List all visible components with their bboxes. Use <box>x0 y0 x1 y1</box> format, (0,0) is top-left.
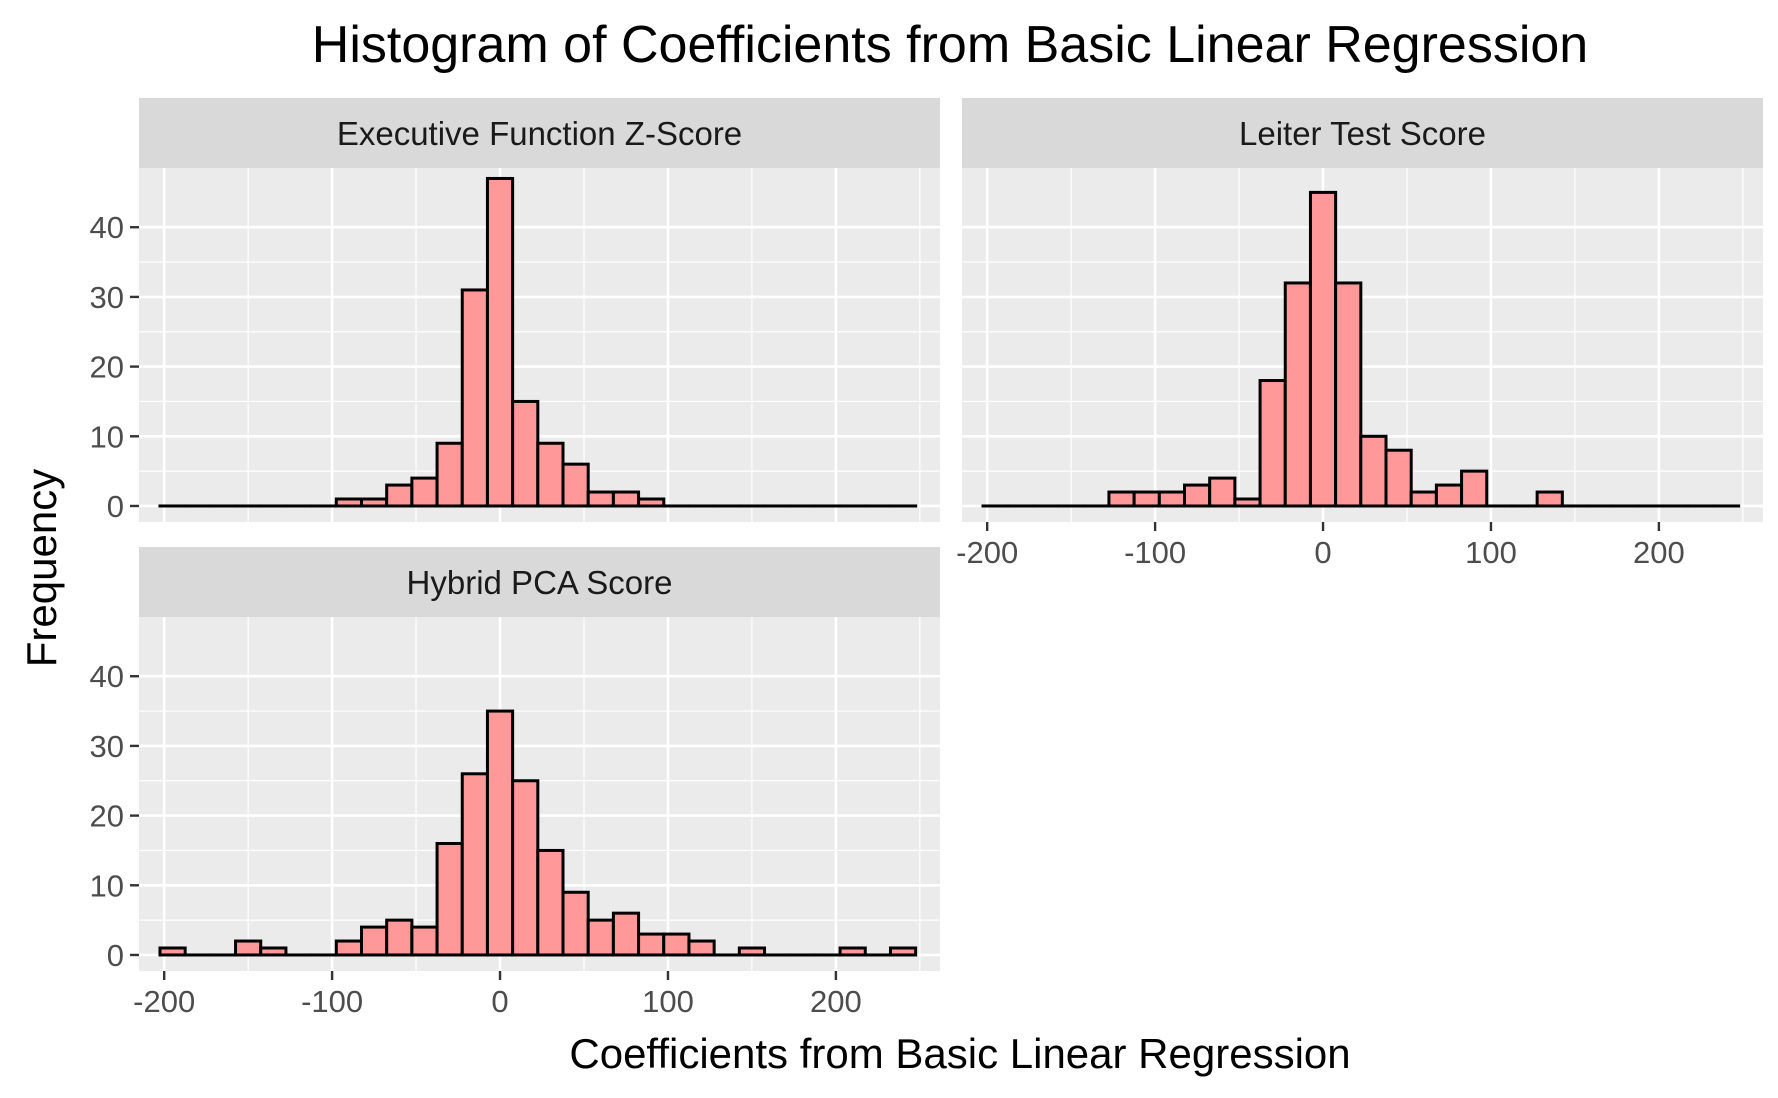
histogram-bar <box>259 946 288 957</box>
x-tick-label: 100 <box>642 984 694 1019</box>
histogram-bar <box>586 918 615 957</box>
histogram-bar <box>360 497 389 508</box>
x-axis-title: Coefficients from Basic Linear Regressio… <box>569 1030 1350 1077</box>
y-tick-label: 20 <box>90 799 124 834</box>
histogram-bar <box>511 399 540 508</box>
strip-label: Executive Function Z-Score <box>337 115 742 152</box>
x-tick-label: -100 <box>301 984 363 1019</box>
panel-hybrid-pca: Hybrid PCA Score 0 10 20 30 40 -200 -100 0 100 2… <box>90 547 940 1019</box>
histogram-bar <box>460 772 489 957</box>
histogram-bar <box>511 779 540 957</box>
histogram-bar <box>435 441 464 508</box>
histogram-bar <box>1308 190 1338 508</box>
histogram-bar <box>234 939 263 957</box>
histogram-bar <box>637 932 666 957</box>
y-axis: 0 10 20 30 40 <box>90 659 139 973</box>
histogram-bar <box>1132 490 1161 508</box>
histogram-bar <box>1460 469 1489 508</box>
y-tick-label: 10 <box>90 419 124 454</box>
chart-title: Histogram of Coefficients from Basic Lin… <box>312 16 1588 74</box>
y-tick-label: 30 <box>90 280 124 315</box>
x-tick-label: 100 <box>1465 535 1517 570</box>
x-axis: -200 -100 0 100 200 <box>956 522 1685 570</box>
x-tick-label: -200 <box>956 535 1018 570</box>
y-tick-label: 20 <box>90 350 124 385</box>
histogram-bar <box>1208 476 1237 508</box>
strip-label: Hybrid PCA Score <box>407 564 673 601</box>
histogram-bar <box>1334 281 1363 508</box>
histogram-bar <box>334 497 363 508</box>
histogram-bar <box>561 462 590 508</box>
histogram-bar <box>536 848 565 957</box>
strip-background <box>139 547 940 617</box>
x-tick-label: 0 <box>491 984 508 1019</box>
panel-executive-function: Executive Function Z-Score 0 10 20 30 40 <box>90 98 940 524</box>
histogram-bars <box>158 176 918 508</box>
histogram-bar <box>611 911 641 957</box>
y-tick-label: 40 <box>90 210 124 245</box>
histogram-bar <box>410 476 439 508</box>
histogram-bar <box>385 918 414 957</box>
x-axis: -200 -100 0 100 200 <box>133 971 862 1019</box>
histogram-bar <box>1535 490 1564 508</box>
histogram-bar <box>838 946 867 957</box>
y-axis: 0 10 20 30 40 <box>90 210 139 524</box>
histogram-bar <box>1283 281 1312 508</box>
panel-grid <box>139 168 940 522</box>
histogram-bar <box>435 841 464 957</box>
histogram-bar <box>158 946 187 957</box>
histogram-bar <box>1183 483 1212 508</box>
panel-leiter-test: Leiter Test Score -200 -100 0 100 200 <box>956 98 1763 570</box>
y-tick-label: 0 <box>107 489 124 524</box>
x-tick-label: 200 <box>1633 535 1685 570</box>
histogram-bar <box>385 483 414 508</box>
y-tick-label: 0 <box>107 938 124 973</box>
strip-background <box>962 98 1763 168</box>
y-tick-label: 30 <box>90 729 124 764</box>
histogram-bar <box>1409 490 1438 508</box>
histogram-bar <box>460 288 489 508</box>
histogram-bar <box>1384 448 1413 508</box>
strip-background <box>139 98 940 168</box>
histogram-bar <box>737 946 767 957</box>
histogram-bar <box>662 932 691 957</box>
histogram-bar <box>1233 497 1262 508</box>
x-tick-label: -200 <box>133 984 195 1019</box>
histogram-bars <box>158 709 918 957</box>
histogram-bar <box>1359 434 1388 508</box>
x-tick-label: 200 <box>810 984 862 1019</box>
histogram-bars <box>981 190 1741 508</box>
histogram-bar <box>1258 379 1287 508</box>
histogram-bar <box>410 925 439 957</box>
histogram-bar <box>1157 490 1186 508</box>
histogram-bar <box>611 490 641 508</box>
histogram-bar <box>360 925 389 957</box>
histogram-bar <box>536 441 565 508</box>
histogram-bar <box>586 490 615 508</box>
histogram-bar <box>334 939 363 957</box>
y-axis-title: Frequency <box>18 469 65 667</box>
histogram-bar <box>561 890 590 957</box>
histogram-bar <box>485 709 515 957</box>
x-tick-label: -100 <box>1124 535 1186 570</box>
histogram-bar <box>1107 490 1136 508</box>
strip-label: Leiter Test Score <box>1239 115 1486 152</box>
histogram-bar <box>687 939 716 957</box>
histogram-bar <box>637 497 666 508</box>
histogram-bar <box>485 176 515 508</box>
histogram-bar <box>888 946 918 957</box>
y-tick-label: 10 <box>90 868 124 903</box>
histogram-bar <box>1434 483 1464 508</box>
y-tick-label: 40 <box>90 659 124 694</box>
x-tick-label: 0 <box>1314 535 1331 570</box>
